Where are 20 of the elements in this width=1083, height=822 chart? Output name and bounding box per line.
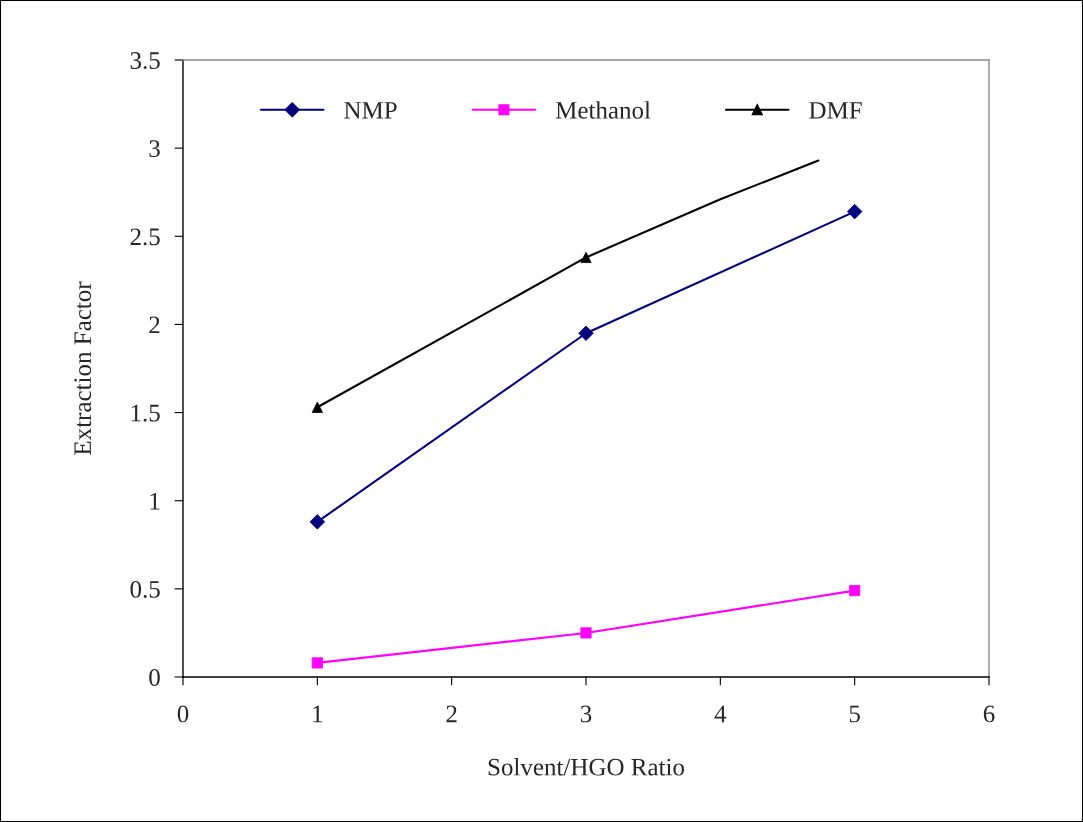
y-axis-title: Extraction Factor [74, 281, 92, 455]
x-tick-label: 6 [983, 705, 995, 723]
y-tick-label: 1.5 [131, 404, 160, 422]
x-axis-title: Solvent/HGO Ratio [488, 758, 684, 776]
x-tick-label: 4 [714, 705, 727, 723]
x-tick-label: 2 [446, 705, 457, 723]
x-tick-label: 5 [849, 705, 860, 723]
x-tick-label: 1 [313, 705, 323, 723]
y-tick-label: 1 [150, 492, 160, 510]
legend-label: DMF [809, 102, 862, 119]
x-tick-label: 3 [580, 705, 592, 723]
y-tick-label: 3 [149, 140, 160, 158]
x-tick-label: 0 [177, 705, 189, 723]
legend-label: Methanol [555, 101, 651, 119]
legend-label: NMP [344, 102, 397, 119]
y-tick-label: 2.5 [130, 228, 160, 246]
y-tick-label: 0.5 [130, 580, 160, 598]
y-tick-label: 3.5 [130, 52, 160, 70]
y-tick-label: 2 [149, 316, 160, 334]
y-tick-label: 0 [149, 669, 160, 686]
